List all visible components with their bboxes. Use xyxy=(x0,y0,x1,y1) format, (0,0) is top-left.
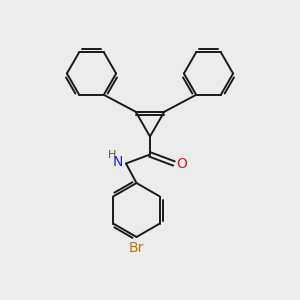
Text: O: O xyxy=(176,157,187,170)
Text: N: N xyxy=(112,155,123,169)
Text: H: H xyxy=(108,149,116,160)
Text: Br: Br xyxy=(129,241,144,255)
